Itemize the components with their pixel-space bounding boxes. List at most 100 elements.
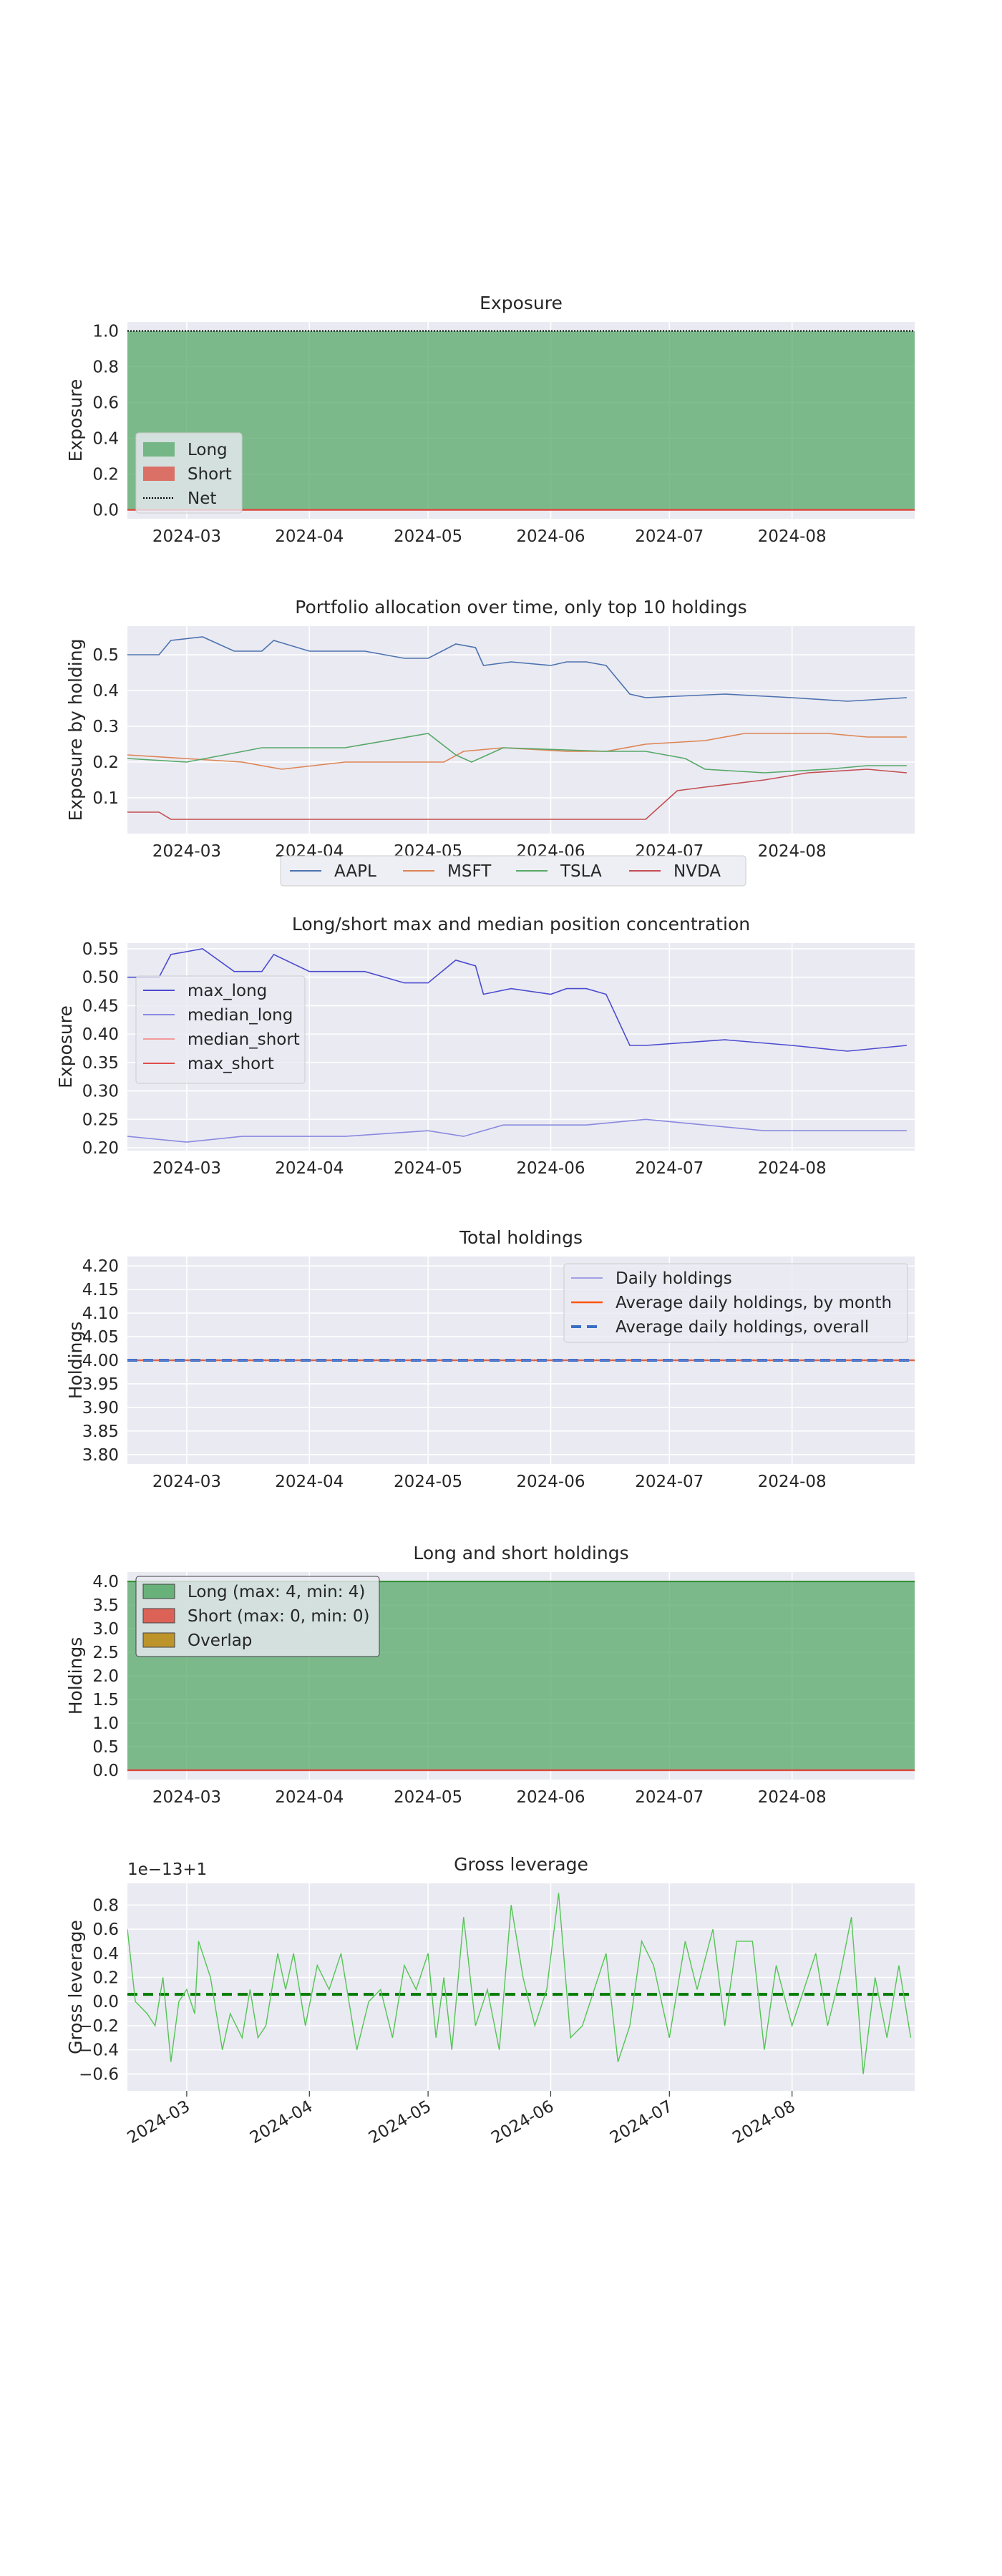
legend-label: Average daily holdings, by month (616, 1294, 892, 1312)
x-tick-label: 2024-07 (607, 2097, 676, 2148)
y-tick-label: 2.5 (92, 1644, 119, 1662)
y-tick-label: 4.20 (82, 1257, 119, 1276)
x-tick-label: 2024-06 (516, 1159, 585, 1178)
y-tick-label: 4.0 (92, 1573, 119, 1591)
y-tick-label: 1.0 (92, 323, 119, 341)
y-axis-label: Exposure (55, 1005, 76, 1088)
long-area (127, 331, 915, 510)
x-tick-label: 2024-06 (488, 2097, 557, 2148)
y-tick-label: 0.2 (92, 753, 119, 772)
legend: Long Short Net (135, 432, 243, 514)
y-tick-label: 0.35 (82, 1054, 119, 1073)
legend-swatch (142, 1632, 175, 1648)
legend-swatch (143, 467, 175, 481)
y-tick-label: 3.0 (92, 1620, 119, 1639)
chart-title: Long/short max and median position conce… (292, 914, 750, 935)
y-tick-label: 0.3 (92, 718, 119, 736)
x-tick-label: 2024-03 (152, 527, 221, 546)
plot-area (127, 1893, 915, 2074)
y-tick-label: 0.40 (82, 1025, 119, 1044)
legend-label: Average daily holdings, overall (616, 1318, 869, 1337)
y-tick-label: 0.1 (92, 789, 119, 808)
legend-swatch (142, 1584, 175, 1599)
y-tick-label: 2.0 (92, 1667, 119, 1686)
series-line (127, 769, 907, 820)
y-tick-label: 0.6 (92, 1921, 119, 1939)
chart-title: Exposure (480, 293, 563, 313)
y-tick-label: 0.25 (82, 1111, 119, 1129)
x-tick-label: 2024-06 (516, 527, 585, 546)
y-tick-label: 0.4 (92, 682, 119, 701)
legend-swatch (142, 1608, 175, 1624)
legend-label: AAPL (334, 862, 376, 881)
legend-label: median_long (188, 1006, 293, 1025)
legend-label: NVDA (673, 862, 721, 881)
plot-background (127, 1883, 915, 2091)
y-tick-label: 0.50 (82, 969, 119, 987)
x-tick-label: 2024-05 (394, 1788, 462, 1807)
legend-box (135, 975, 306, 1084)
legend: Long (max: 4, min: 4) Short (max: 0, min:… (135, 1576, 380, 1657)
y-tick-label: 0.8 (92, 1896, 119, 1915)
axis-offset-label: 1e−13+1 (127, 1860, 207, 1879)
x-tick-label: 2024-05 (394, 1473, 462, 1491)
y-axis-label: Exposure (65, 379, 86, 462)
panel-1: 0.0 0.2 0.4 0.6 0.8 1.0 2024-03 2024-04 2024-05 2… (65, 293, 915, 546)
x-tick-label: 2024-08 (729, 2097, 798, 2148)
y-tick-label: −0.6 (79, 2065, 119, 2084)
x-tick-label: 2024-05 (366, 2097, 434, 2148)
y-tick-label: 0.20 (82, 1139, 119, 1158)
y-tick-label: 4.00 (82, 1352, 119, 1370)
panel-3: 0.20 0.25 0.30 0.35 0.40 0.45 0.50 0.55 2024-03 2… (55, 914, 915, 1178)
plot-area (127, 636, 907, 820)
series-line (127, 636, 907, 702)
x-tick-label: 2024-04 (247, 2097, 316, 2148)
x-tick-label: 2024-05 (394, 527, 462, 546)
chart-title: Long and short holdings (413, 1543, 628, 1563)
y-tick-label: 4.05 (82, 1328, 119, 1347)
series-line (127, 1893, 912, 2074)
series-line (127, 948, 907, 1052)
panel-6: −0.6 −0.4 −0.2 0.0 0.2 0.4 0.6 0.8 2024-03 2024-0… (65, 1854, 915, 2147)
x-tick-label: 2024-07 (635, 527, 704, 546)
y-axis-label: Exposure by holding (65, 639, 86, 821)
legend-label: Net (188, 489, 216, 508)
series-line (127, 1118, 907, 1143)
legend: max_long median_long median_short max_short (135, 975, 306, 1084)
x-tick-label: 2024-03 (125, 2097, 193, 2148)
legend-label: max_long (188, 982, 267, 1000)
x-tick-label: 2024-06 (516, 1473, 585, 1491)
series-line (127, 733, 907, 770)
x-tick-label: 2024-08 (758, 527, 827, 546)
y-tick-label: 4.10 (82, 1304, 119, 1323)
legend-box (280, 855, 746, 887)
x-tick-label: 2024-08 (758, 1159, 827, 1178)
y-tick-label: 0.4 (92, 430, 119, 449)
legend-label: Short (188, 465, 232, 484)
legend-label: MSFT (447, 862, 492, 881)
panel-5: 0.0 0.5 1.0 1.5 2.0 2.5 3.0 3.5 4.0 2024-03 2024-0… (65, 1543, 915, 1807)
y-axis-label: Gross leverage (65, 1920, 86, 2054)
x-tick-label: 2024-06 (516, 1788, 585, 1807)
plot-background (127, 626, 915, 834)
legend-label: Daily holdings (616, 1269, 732, 1288)
x-tick-label: 2024-04 (275, 1159, 344, 1178)
y-tick-label: 0.0 (92, 1993, 119, 2011)
chart-title: Portfolio allocation over time, only top… (295, 597, 746, 618)
chart-title: Gross leverage (454, 1854, 588, 1875)
y-tick-label: 0.55 (82, 940, 119, 959)
x-tick-label: 2024-07 (635, 1159, 704, 1178)
y-tick-label: −0.4 (79, 2041, 119, 2060)
y-tick-label: 0.6 (92, 394, 119, 413)
y-tick-label: 3.85 (82, 1423, 119, 1441)
y-tick-label: 0.0 (92, 502, 119, 520)
legend-label: max_short (188, 1055, 274, 1073)
legend: AAPL MSFT TSLA NVDA (280, 855, 746, 887)
series-line (127, 733, 907, 774)
legend-label: Overlap (188, 1631, 252, 1650)
x-tick-label: 2024-05 (394, 1159, 462, 1178)
y-tick-label: 0.30 (82, 1083, 119, 1101)
y-tick-label: 0.45 (82, 997, 119, 1015)
